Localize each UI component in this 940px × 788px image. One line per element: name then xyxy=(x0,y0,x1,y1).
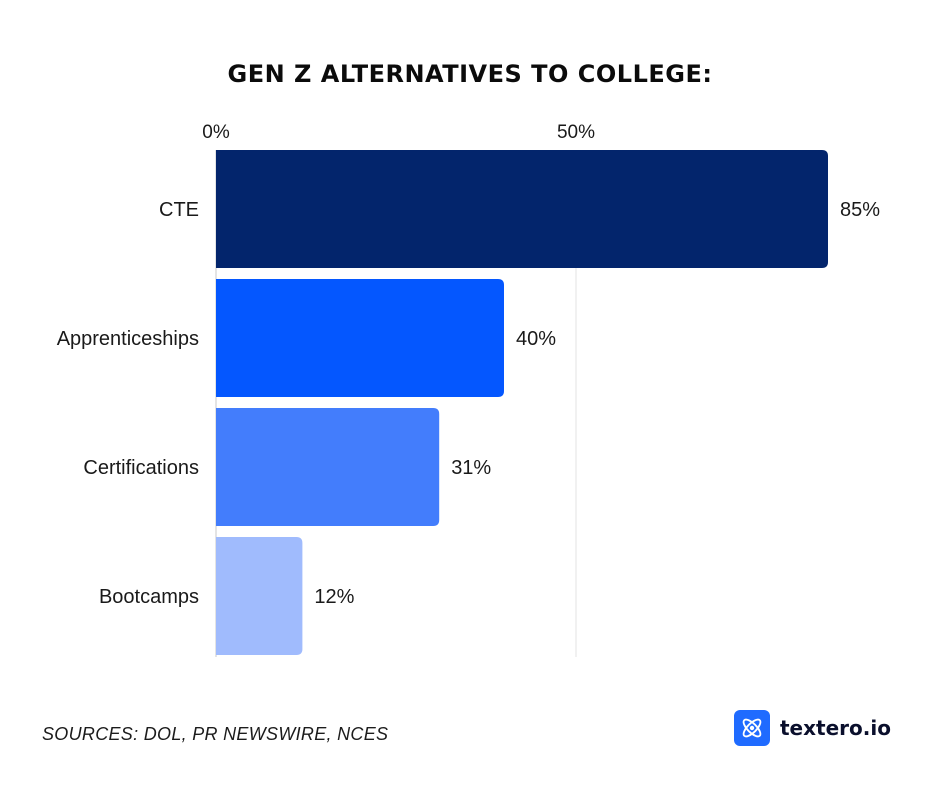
data-label: 31% xyxy=(451,457,491,479)
chart-title: GEN Z ALTERNATIVES TO COLLEGE: xyxy=(227,60,713,88)
data-label: 85% xyxy=(840,199,880,221)
bar-chart: 0% 50% CTE 85% Apprenticeships 40% Certificati… xyxy=(57,122,880,657)
category-label: CTE xyxy=(159,199,199,221)
bar xyxy=(216,150,828,268)
bar xyxy=(216,279,504,397)
bar xyxy=(216,408,440,526)
x-tick-label: 0% xyxy=(202,122,230,143)
atom-logo-icon xyxy=(734,710,770,746)
bar xyxy=(216,537,303,655)
brand-logo: textero.io xyxy=(734,709,891,747)
category-label: Apprenticeships xyxy=(57,328,199,350)
data-label: 12% xyxy=(314,586,354,608)
category-label: Bootcamps xyxy=(99,586,199,608)
brand-name: textero.io xyxy=(780,716,891,740)
source-note: SOURCES: DOL, PR NEWSWIRE, NCES xyxy=(42,724,389,744)
category-label: Certifications xyxy=(83,457,199,479)
x-tick-label: 50% xyxy=(557,122,595,143)
data-label: 40% xyxy=(516,328,556,350)
